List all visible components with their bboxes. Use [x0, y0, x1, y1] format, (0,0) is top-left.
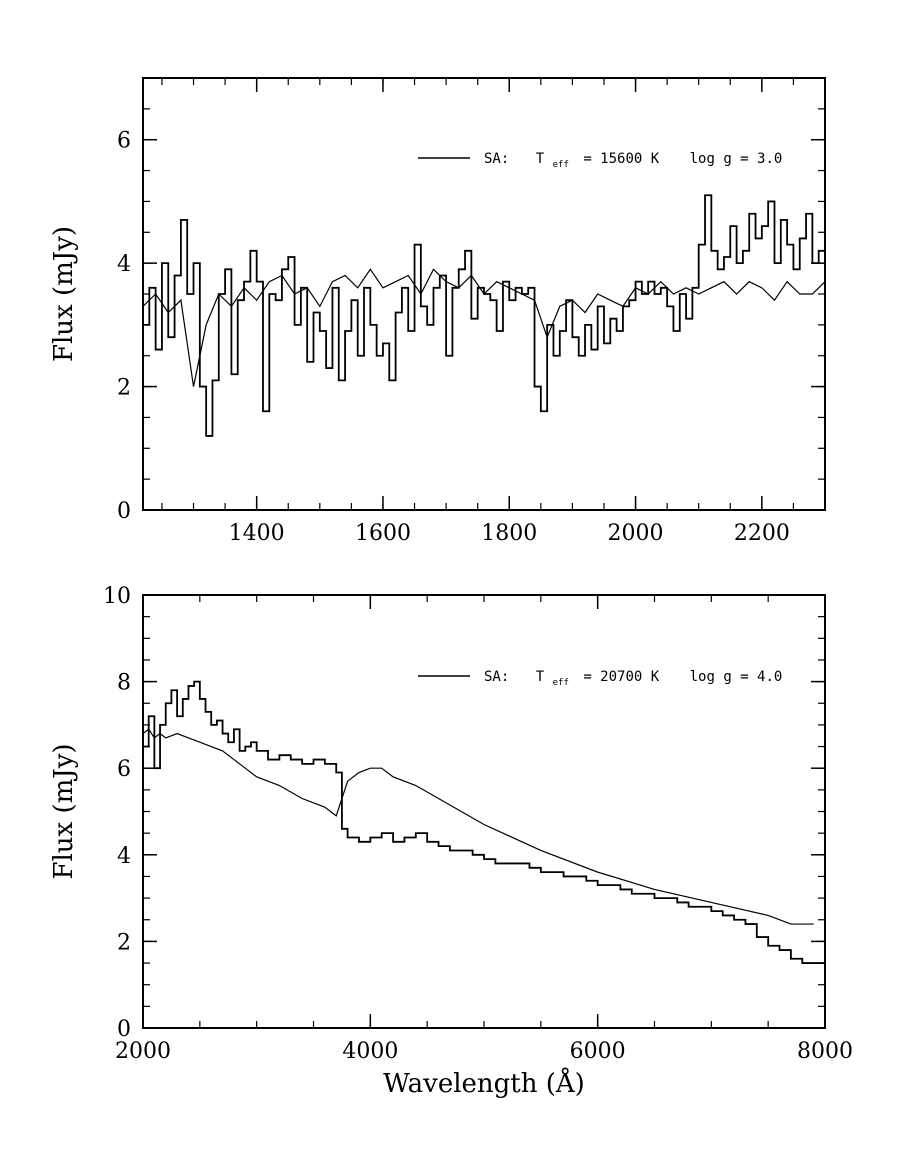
x-tick-label: 1800: [481, 521, 537, 546]
bottom-panel-series: [142, 680, 825, 964]
bottom-panel-legend: SA: T eff = 20700 K log g = 4.0: [418, 669, 782, 689]
top-panel: 1400 1600 1800 2000 2200 0 2 4 6 SA: T eff = 156…: [49, 77, 826, 546]
y-tick-label: 10: [103, 584, 131, 609]
top-panel-series: [142, 194, 826, 437]
top-legend-teff-symbol: T: [536, 151, 545, 167]
bottom-x-axis-label: Wavelength (Å): [383, 1067, 585, 1099]
y-tick-label: 0: [117, 499, 131, 524]
x-tick-label: 2000: [115, 1039, 171, 1064]
y-tick-label: 2: [117, 376, 131, 401]
x-tick-label: 1400: [229, 521, 285, 546]
series-observed: [143, 680, 825, 964]
bottom-panel: 2000 4000 6000 8000 0 2 4 6 8 10 SA: T eff = 2070…: [49, 584, 853, 1099]
top-legend-model: SA:: [484, 151, 509, 167]
top-legend-text: SA: T eff = 15600 K log g = 3.0: [484, 151, 782, 171]
top-legend-teff-sub: eff: [553, 160, 569, 170]
x-tick-label: 6000: [570, 1039, 626, 1064]
bottom-panel-frame: [142, 594, 826, 1029]
bottom-y-axis-label: Flux (mJy): [49, 743, 79, 879]
y-tick-label: 4: [117, 844, 131, 869]
bottom-panel-tick-labels: 2000 4000 6000 8000 0 2 4 6 8 10: [103, 584, 853, 1064]
x-tick-label: 2200: [734, 521, 790, 546]
x-tick-label: 2000: [608, 521, 664, 546]
y-tick-label: 4: [117, 252, 131, 277]
top-legend-logg: log g = 3.0: [690, 151, 783, 167]
y-tick-label: 6: [117, 757, 131, 782]
bottom-legend-teff-sub: eff: [553, 678, 569, 688]
bottom-legend-model: SA:: [484, 669, 509, 685]
top-panel-legend: SA: T eff = 15600 K log g = 3.0: [418, 151, 782, 171]
y-tick-label: 8: [117, 671, 131, 696]
x-tick-label: 8000: [797, 1039, 853, 1064]
bottom-legend-teff-value: = 20700 K: [583, 669, 659, 685]
series-observed: [143, 194, 826, 437]
y-tick-label: 0: [117, 1017, 131, 1042]
top-y-axis-label: Flux (mJy): [49, 226, 79, 362]
bottom-legend-text: SA: T eff = 20700 K log g = 4.0: [484, 669, 782, 689]
x-tick-label: 4000: [342, 1039, 398, 1064]
series-model: [142, 728, 814, 925]
y-tick-label: 2: [117, 930, 131, 955]
top-panel-ticks: [143, 77, 826, 511]
top-legend-teff-value: = 15600 K: [583, 151, 659, 167]
bottom-legend-logg: log g = 4.0: [690, 669, 783, 685]
bottom-legend-teff-symbol: T: [536, 669, 545, 685]
top-panel-tick-labels: 1400 1600 1800 2000 2200 0 2 4 6: [117, 129, 790, 546]
y-tick-label: 6: [117, 129, 131, 154]
series-model: [142, 268, 826, 387]
bottom-panel-ticks: [142, 594, 826, 1029]
x-tick-label: 1600: [355, 521, 411, 546]
